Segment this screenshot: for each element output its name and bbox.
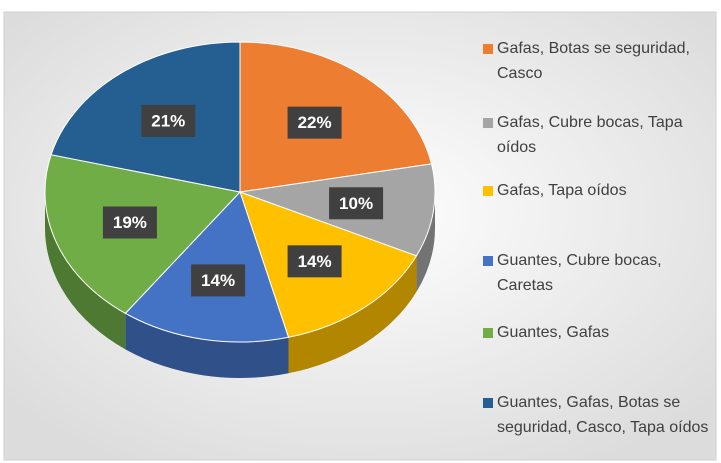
- legend-label: Guantes, Gafas, Botas se seguridad, Casc…: [497, 394, 709, 436]
- legend-swatch: [483, 186, 493, 196]
- legend-item: Gafas, Tapa oídos: [483, 178, 715, 203]
- data-label-box: [287, 245, 342, 278]
- legend-item: Guantes, Gafas: [483, 320, 715, 345]
- data-label-box: [287, 106, 342, 139]
- data-label: 14%: [201, 271, 235, 290]
- data-label: 22%: [298, 113, 332, 132]
- legend-item: Guantes, Cubre bocas, Caretas: [483, 248, 715, 298]
- legend-label: Gafas, Botas se seguridad, Casco: [497, 40, 690, 82]
- data-label-box: [191, 264, 246, 297]
- legend-item: Gafas, Botas se seguridad, Casco: [483, 36, 715, 86]
- legend-swatch: [483, 328, 493, 338]
- data-label-box: [102, 206, 157, 239]
- data-label-box: [329, 187, 384, 220]
- legend-swatch: [483, 44, 493, 54]
- slice-side: [45, 192, 126, 350]
- data-label: 21%: [151, 111, 185, 130]
- legend-swatch: [483, 398, 493, 408]
- legend-item: Gafas, Cubre bocas, Tapa oídos: [483, 110, 715, 160]
- slice-side: [125, 313, 289, 378]
- legend-label: Gafas, Cubre bocas, Tapa oídos: [497, 114, 683, 156]
- legend-swatch: [483, 118, 493, 128]
- data-label-box: [141, 104, 196, 137]
- slice-side: [416, 192, 435, 292]
- legend-label: Guantes, Gafas: [497, 324, 610, 341]
- legend-swatch: [483, 256, 493, 266]
- data-label: 14%: [298, 252, 332, 271]
- data-label: 19%: [113, 213, 147, 232]
- legend-label: Gafas, Tapa oídos: [497, 182, 627, 199]
- legend-item: Guantes, Gafas, Botas se seguridad, Casc…: [483, 390, 715, 440]
- legend-label: Guantes, Cubre bocas, Caretas: [497, 252, 662, 294]
- data-label: 10%: [339, 194, 373, 213]
